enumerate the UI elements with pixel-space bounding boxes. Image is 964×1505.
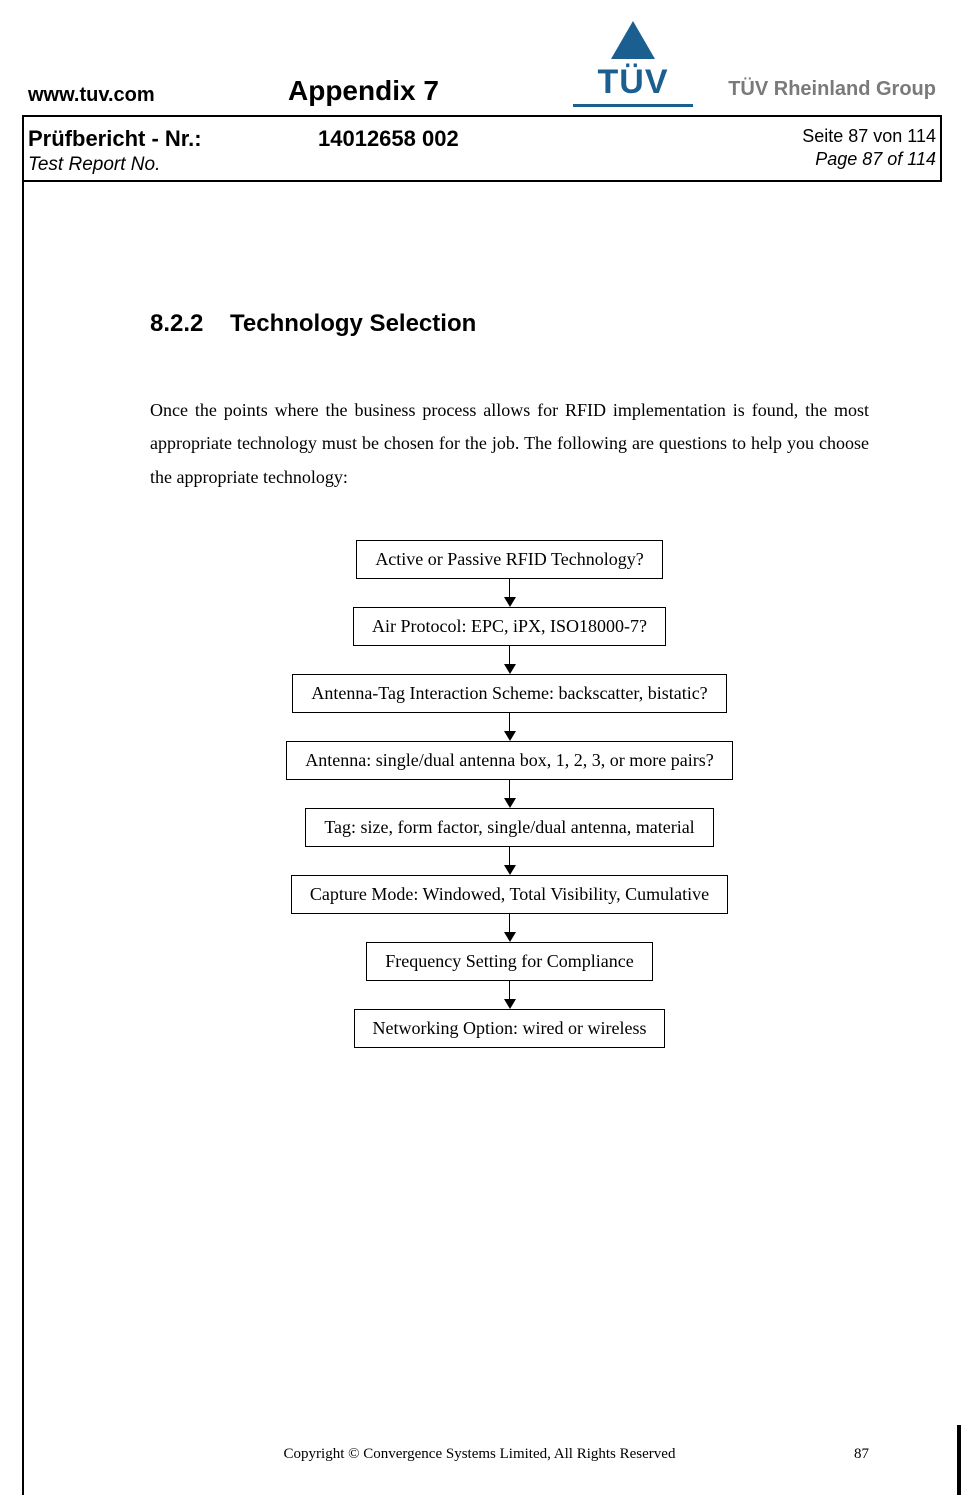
- flowchart-node: Antenna-Tag Interaction Scheme: backscat…: [292, 674, 726, 713]
- footer-page-number: 87: [809, 1446, 869, 1463]
- flowchart-arrow-icon: [504, 713, 516, 741]
- flowchart-arrow-icon: [504, 914, 516, 942]
- footer-copyright: Copyright © Convergence Systems Limited,…: [150, 1446, 809, 1463]
- report-page-de: Seite 87 von 114: [618, 126, 936, 147]
- logo-triangle-icon: [611, 21, 655, 59]
- header-url: www.tuv.com: [28, 84, 288, 107]
- report-page-block: Seite 87 von 114 Page 87 of 114: [618, 126, 936, 170]
- flowchart-node: Antenna: single/dual antenna box, 1, 2, …: [286, 741, 732, 780]
- footer-row: Copyright © Convergence Systems Limited,…: [150, 1446, 869, 1463]
- header-row: www.tuv.com Appendix 7 TÜV TÜV Rheinland…: [0, 20, 964, 115]
- rule-vertical-right-bottom: [957, 1425, 961, 1495]
- flowchart: Active or Passive RFID Technology? Air Pr…: [150, 540, 869, 1048]
- section-number: 8.2.2: [150, 310, 230, 338]
- logo: TÜV: [548, 21, 718, 107]
- rule-mid: [22, 180, 942, 182]
- report-label-de: Prüfbericht - Nr.:: [28, 126, 318, 152]
- header-group-text: TÜV Rheinland Group: [718, 78, 936, 107]
- flowchart-node: Frequency Setting for Compliance: [366, 942, 652, 981]
- flowchart-arrow-icon: [504, 780, 516, 808]
- section-title: Technology Selection: [230, 310, 476, 337]
- flowchart-node: Capture Mode: Windowed, Total Visibility…: [291, 875, 728, 914]
- report-label-block: Prüfbericht - Nr.: Test Report No.: [28, 126, 318, 176]
- flowchart-node: Air Protocol: EPC, iPX, ISO18000-7?: [353, 607, 666, 646]
- report-info-row: Prüfbericht - Nr.: Test Report No. 14012…: [22, 122, 942, 178]
- flowchart-node: Active or Passive RFID Technology?: [356, 540, 662, 579]
- flowchart-node: Networking Option: wired or wireless: [354, 1009, 666, 1048]
- section-paragraph: Once the points where the business proce…: [150, 394, 869, 494]
- logo-text: TÜV: [598, 63, 669, 102]
- report-label-en: Test Report No.: [28, 154, 318, 176]
- flowchart-node: Tag: size, form factor, single/dual ante…: [305, 808, 713, 847]
- flowchart-arrow-icon: [504, 579, 516, 607]
- content-body: 8.2.2Technology Selection Once the point…: [150, 310, 869, 1405]
- report-page-en: Page 87 of 114: [618, 149, 936, 170]
- logo-underline: [573, 104, 693, 107]
- flowchart-arrow-icon: [504, 646, 516, 674]
- document-page: www.tuv.com Appendix 7 TÜV TÜV Rheinland…: [0, 0, 964, 1505]
- rule-vertical-left: [22, 115, 24, 1495]
- flowchart-arrow-icon: [504, 981, 516, 1009]
- flowchart-arrow-icon: [504, 847, 516, 875]
- section-heading: 8.2.2Technology Selection: [150, 310, 869, 338]
- rule-top: [22, 115, 942, 117]
- report-number: 14012658 002: [318, 126, 618, 152]
- header-appendix: Appendix 7: [288, 75, 548, 107]
